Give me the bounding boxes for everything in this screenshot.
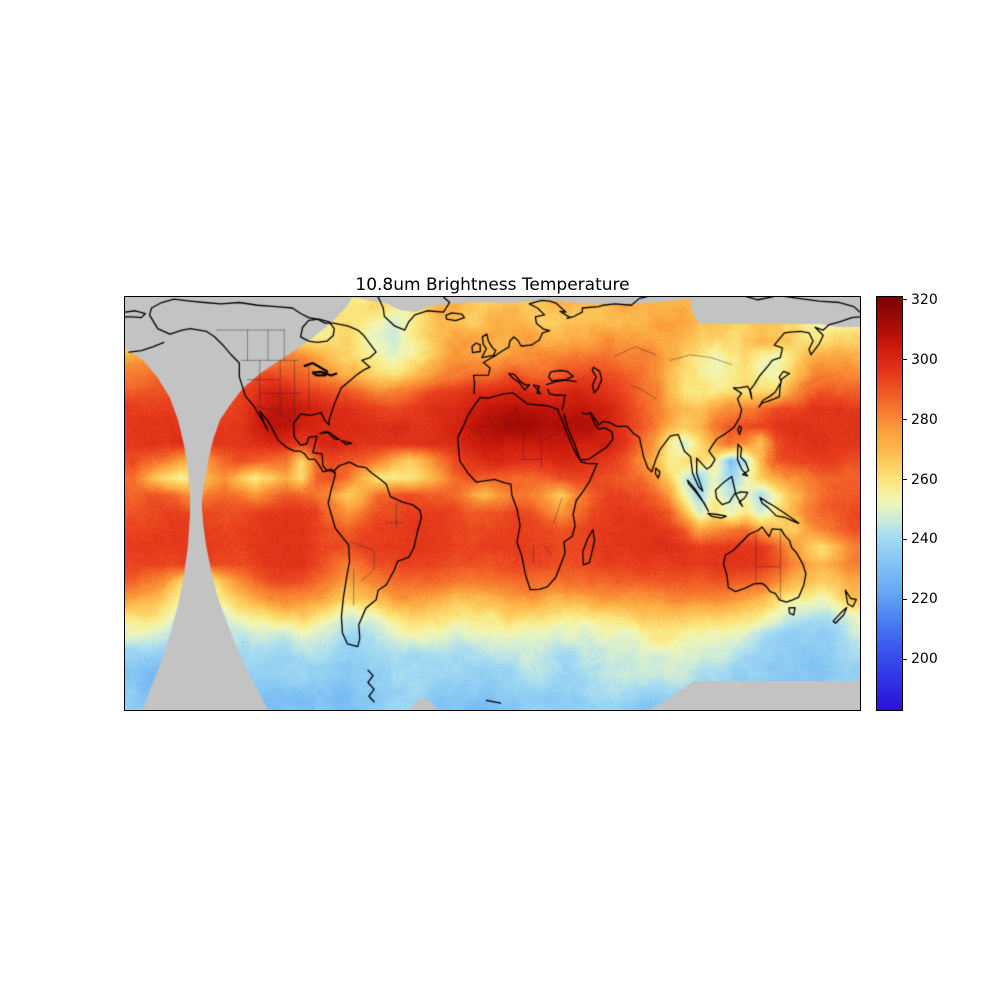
colorbar-tick [903,538,907,540]
colorbar-tick [903,359,907,361]
colorbar-tick-label: 260 [911,471,938,488]
colorbar-tick-label: 220 [911,591,938,608]
colorbar-tick-label: 200 [911,651,938,668]
figure-title: 10.8um Brightness Temperature [355,275,630,295]
colorbar-tick-label: 240 [911,531,938,548]
colorbar-tick [903,419,907,421]
colorbar-tick [903,658,907,660]
colorbar-canvas [876,296,903,711]
colorbar-tick-label: 320 [911,291,938,308]
colorbar-tick [903,299,907,301]
colorbar-tick-label: 280 [911,411,938,428]
map-canvas [124,296,861,711]
colorbar-tick [903,479,907,481]
colorbar-tick-label: 300 [911,351,938,368]
colorbar-tick [903,598,907,600]
